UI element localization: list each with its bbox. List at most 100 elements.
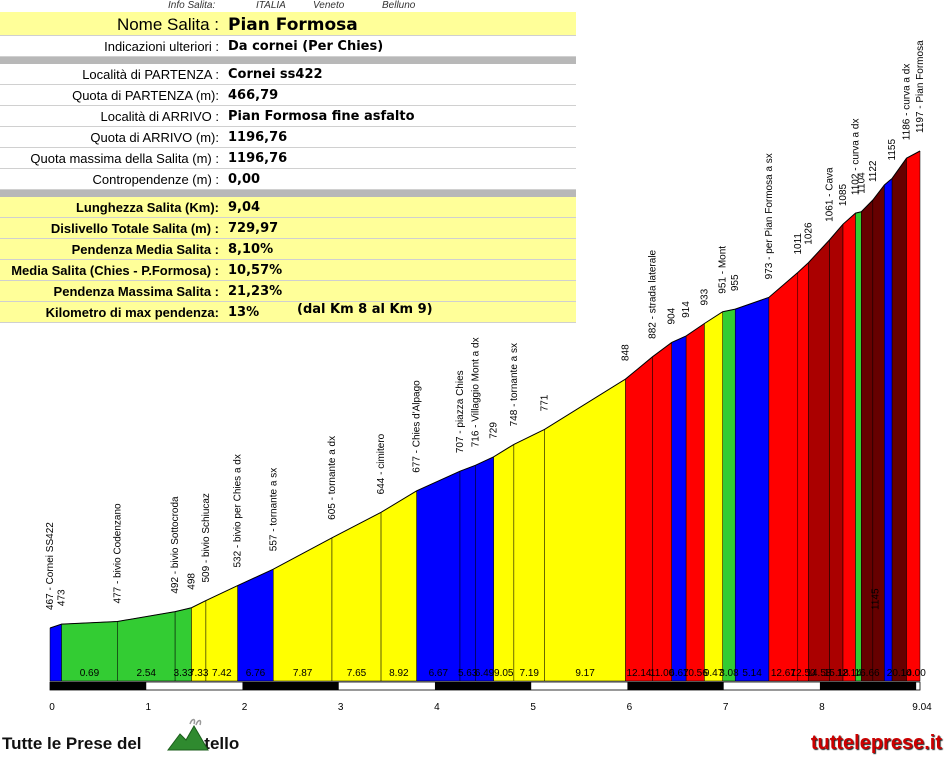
pendenza-media-label: Pendenza Media Salita : [71,242,219,257]
altitude-annotation: 729 [489,422,500,439]
altitude-annotation: 467 - Cornei SS422 [45,522,56,610]
profile-segment [49,623,62,682]
quota-arrivo-value: 1196,76 [228,130,288,145]
altitude-annotation: 848 [621,344,632,361]
grade-label: 5.63 [458,668,478,679]
indicazioni-value: Da cornei (Per Chies) [228,39,384,54]
profile-segment [797,262,809,682]
grade-label: 7.65 [347,668,367,679]
grade-label: 10.56 [683,668,708,679]
contropendenze-label: Contropendenze (m) : [92,172,219,187]
media-chies-value: 10,57% [228,263,283,278]
info-salita-label: Info Salita: [168,0,216,11]
row-quota-arrivo: Quota di ARRIVO (m): 1196,76 [0,127,576,148]
altitude-annotation: 677 - Chies d'Alpago [412,380,423,473]
grade-label: 20.14 [887,668,912,679]
altitude-annotation: 1122 [868,160,879,182]
grade-label: 8.92 [389,668,409,679]
row-quota-partenza: Quota di PARTENZA (m): 466,79 [0,85,576,106]
altitude-annotation: 914 [681,301,692,318]
grade-label: 2.54 [137,668,157,679]
altitude-annotation: 1197 - Pian Formosa [915,40,926,133]
profile-segment [829,223,844,682]
x-axis-ticks: 0 1 2 3 4 5 6 7 8 9.04 [49,702,932,713]
profile-segment [842,212,856,682]
altitude-annotation: 973 - per Pian Formosa a sx [764,153,775,279]
altitude-annotation: 477 - bivio Codenzano [112,503,123,604]
grade-label: 7.33 [189,668,209,679]
grade-label: 7.19 [520,668,540,679]
altitude-annotation: 748 - tornante a sx [509,343,520,426]
km-max-pendenza-label: Kilometro di max pendenza: [45,305,219,320]
province-label: Belluno [382,0,416,11]
row-pendenza-massima: Pendenza Massima Salita : 21,23% [0,281,576,302]
grade-label: 16.66 [855,668,880,679]
scale-bar-block [242,682,339,690]
x-tick-label: 3 [338,702,344,713]
x-tick-label: 1 [145,702,151,713]
grade-label: 3.33 [174,668,194,679]
brand-text-start: Tutte le Prese del [2,734,142,753]
grade-label: 14.58 [806,668,831,679]
grade-label: 6.67 [669,668,689,679]
altitude-annotation: 904 [667,307,678,324]
grade-label: 12.50 [791,668,816,679]
grade-label: 12.14 [837,668,862,679]
quota-arrivo-label: Quota di ARRIVO (m): [90,130,219,145]
scale-bar-block [819,682,917,690]
km-max-pendenza-range: (dal Km 8 al Km 9) [297,302,433,317]
row-dislivello: Dislivello Totale Salita (m) : 729,97 [0,218,576,239]
mountain-logo-icon [167,718,209,751]
quota-partenza-label: Quota di PARTENZA (m): [72,88,219,103]
altitude-annotation: 933 [699,288,710,305]
x-tick-label: 4 [434,702,440,713]
grade-label: 0.69 [80,668,100,679]
row-nome-salita: Nome Salita : Pian Formosa [0,12,576,36]
climb-info-table: Nome Salita : Pian Formosa Indicazioni u… [0,12,576,323]
altitude-annotation: 1026 [803,222,814,245]
profile-segment [808,239,830,682]
profile-segment [459,464,476,682]
grade-label: 11.00 [650,668,675,679]
x-tick-label: 2 [242,702,248,713]
grade-labels: 0.69 2.54 3.337.33 7.42 6.76 7.87 7.65 8.92 6.67… [80,668,926,679]
grade-label: 7.42 [212,668,232,679]
row-lunghezza: Lunghezza Salita (Km): 9,04 [0,197,576,218]
altitude-annotation: 492 - bivio Sottocroda [170,496,181,594]
x-tick-label: 8 [819,702,825,713]
dislivello-label: Dislivello Totale Salita (m) : [50,221,219,236]
partenza-value: Cornei ss422 [228,67,323,82]
profile-segment [205,585,238,682]
info-header: Info Salita: ITALIA Veneto Belluno [0,0,576,12]
altitude-annotation: 1061 - Cava [825,167,836,222]
row-indicazioni: Indicazioni ulteriori : Da cornei (Per C… [0,36,576,57]
grade-label: 5.14 [742,668,762,679]
altitude-annotation: 557 - tornante a sx [268,468,279,551]
altitude-annotation: 473 [57,589,68,606]
altitude-annotation: 498 [186,573,197,590]
quota-massima-label: Quota massima della Salita (m) : [30,151,219,166]
altitude-annotation: 1011 [793,233,804,255]
x-tick-label: 6 [627,702,633,713]
altitude-annotations: 467 - Cornei SS422 473 477 - bivio Codenza… [45,40,926,610]
grade-label: 9.17 [575,668,595,679]
media-chies-label: Media Salita (Chies - P.Formosa) : [11,263,219,278]
km-max-pendenza-value: 13% [228,305,260,320]
grade-label: 9.05 [494,668,514,679]
scale-bar-block [627,682,724,690]
scale-bar-block [50,682,147,690]
altitude-annotation: 1155 [887,139,898,161]
altitude-annotation: 716 - Villaggio Mont a dx [470,337,481,447]
arrivo-value: Pian Formosa fine asfalto [228,109,415,124]
grade-label: 12.14 [626,668,651,679]
profile-segment [704,311,723,682]
profile-segment [906,150,921,682]
quota-massima-value: 1196,76 [228,151,288,166]
row-media-chies: Media Salita (Chies - P.Formosa) : 10,57… [0,260,576,281]
partenza-label: Località di PARTENZA : [82,67,219,82]
x-tick-label: 9.04 [912,702,932,713]
profile-segment [891,157,907,682]
grade-label: 7.87 [293,668,313,679]
altitude-annotation: 605 - tornante a dx [327,436,338,520]
